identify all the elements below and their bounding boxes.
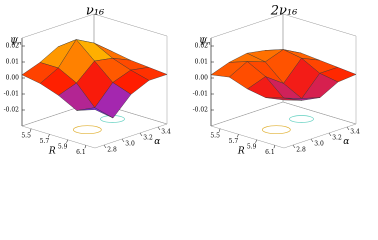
x-tick-label: 5.5: [21, 132, 31, 139]
y-tick-label: 3.2: [143, 135, 153, 142]
contour: [72, 125, 102, 135]
x-tick-label: 5.9: [247, 143, 257, 150]
x-label: R: [48, 146, 56, 155]
x-tick: [84, 145, 87, 149]
floor: [210, 101, 357, 149]
y-tick: [310, 138, 314, 143]
z-tick-label: 0.00: [6, 75, 20, 82]
surface-patch: [265, 97, 303, 101]
y-tick-label: 3.0: [125, 141, 135, 148]
contour: [289, 115, 314, 123]
y-tick-label: 2.8: [107, 147, 117, 154]
x-tick-label: 6.1: [265, 149, 275, 155]
z-tick-label: 0.01: [195, 59, 208, 66]
y-tick-label: 2.8: [296, 147, 306, 154]
chart-title: ν₁₆: [86, 4, 104, 19]
y-label: α: [154, 137, 160, 147]
x-tick-label: 5.7: [40, 138, 50, 145]
z-tick-label: 0.02: [6, 43, 20, 50]
z-tick-label: -0.02: [4, 107, 20, 114]
y-tick-label: 3.4: [350, 129, 360, 136]
z-label: Ψₙ: [10, 38, 22, 48]
z-tick-label: -0.01: [193, 91, 208, 98]
x-label: R: [237, 146, 245, 155]
z-tick-label: 0.01: [6, 59, 19, 66]
contour: [262, 125, 291, 135]
y-tick-label: 3.0: [314, 141, 324, 148]
y-label: α: [343, 137, 349, 147]
y-tick: [346, 126, 350, 131]
x-tick: [218, 128, 221, 132]
x-tick-label: 5.7: [229, 138, 239, 145]
y-tick-label: 3.4: [161, 129, 171, 136]
surface-patch: [76, 107, 114, 119]
z-tick-label: 0.02: [195, 43, 209, 50]
chart-title: 2ν₁₆: [270, 4, 298, 19]
floor: [21, 101, 168, 149]
z-label: Ψₙ: [199, 38, 211, 48]
y-tick: [103, 144, 107, 149]
x-tick: [255, 139, 257, 143]
y-tick: [328, 132, 332, 137]
z-tick-label: 0.00: [195, 75, 209, 82]
x-tick-label: 5.9: [58, 143, 68, 150]
figure: 0.02 0.01 0.00 -0.01 -0.02 Ψₙ 5.5 5.7 5.9 6.1 R 2.8…: [4, 4, 360, 157]
x-tick-label: 5.5: [210, 132, 220, 139]
y-tick-label: 3.2: [332, 135, 342, 142]
y-tick: [157, 126, 161, 131]
x-tick: [273, 145, 276, 149]
x-tick: [66, 139, 68, 143]
z-tick-label: -0.01: [4, 91, 19, 98]
z-tick-label: -0.02: [193, 107, 209, 114]
y-tick: [292, 144, 296, 149]
x-tick: [48, 134, 50, 138]
x-tick: [29, 128, 32, 132]
y-tick: [121, 138, 125, 143]
x-tick: [237, 134, 239, 138]
x-tick-label: 6.1: [76, 149, 86, 155]
y-tick: [139, 132, 143, 137]
